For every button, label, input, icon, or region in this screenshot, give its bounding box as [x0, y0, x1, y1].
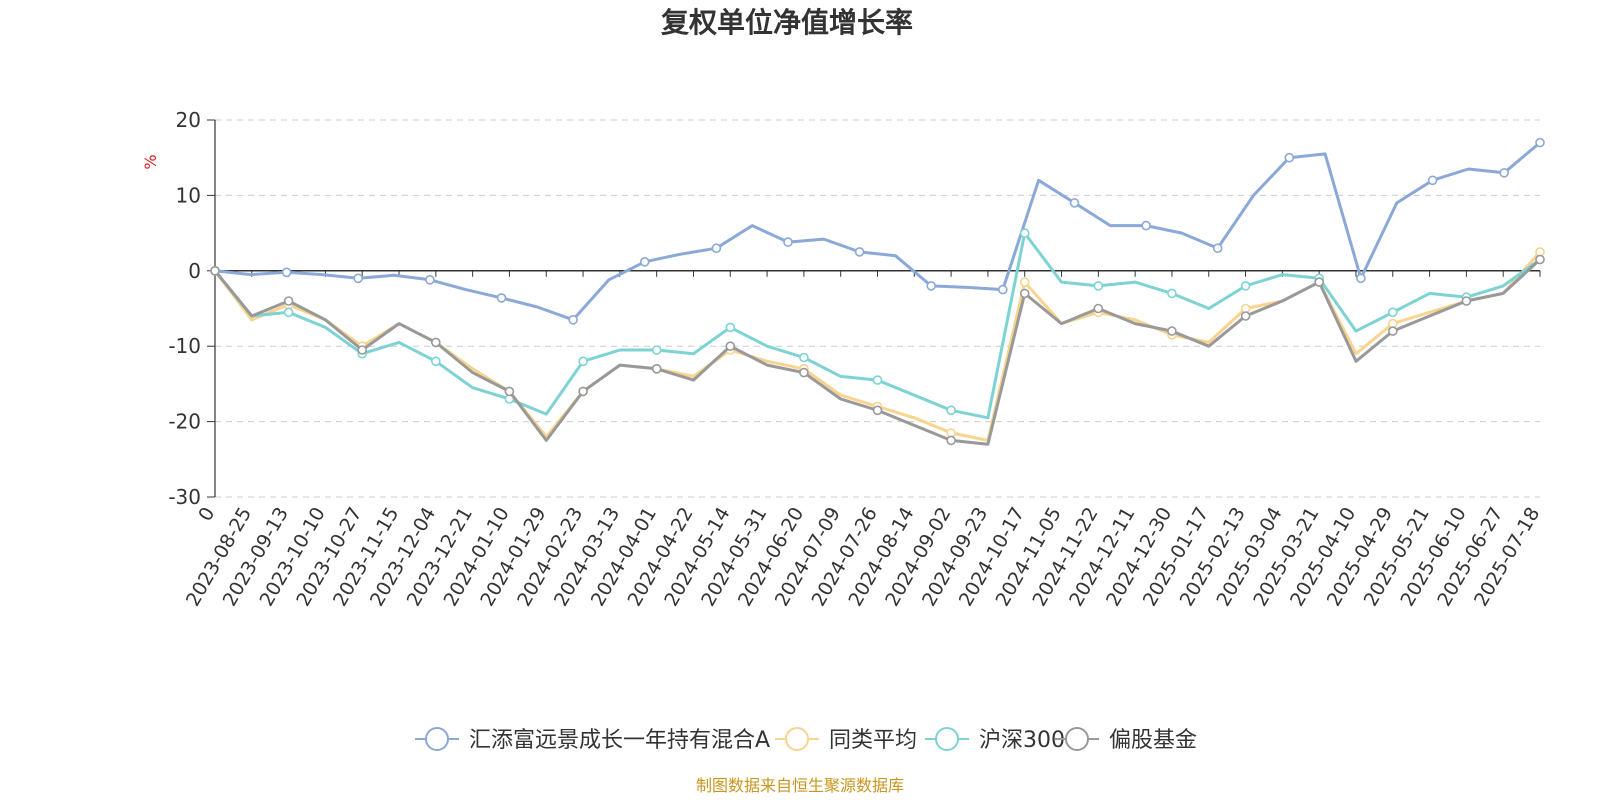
y-axis: -30 -20 -10 0 10 20 — [168, 108, 216, 509]
data-point — [283, 296, 294, 306]
data-point — [651, 345, 662, 355]
y-tick-label: -20 — [168, 410, 201, 434]
data-point — [357, 345, 368, 355]
data-point — [578, 356, 588, 367]
data-point — [1240, 281, 1251, 291]
data-point — [1167, 326, 1177, 336]
y-tick-label: -10 — [168, 334, 201, 358]
data-point — [1535, 254, 1545, 265]
y-tick-label: 10 — [176, 183, 201, 207]
data-point — [1019, 288, 1030, 299]
data-point — [353, 273, 364, 284]
data-point — [725, 322, 736, 333]
data-point — [1069, 198, 1080, 208]
data-point — [1388, 326, 1398, 336]
data-point — [799, 367, 809, 378]
data-point — [946, 435, 956, 446]
data-point — [1427, 175, 1438, 186]
y-tick-label: 20 — [176, 108, 201, 132]
data-point — [1461, 296, 1472, 306]
data-point — [872, 405, 883, 416]
data-point — [1212, 243, 1223, 253]
y-tick-label: 0 — [188, 259, 201, 283]
data-point — [1019, 228, 1030, 238]
data-point — [1240, 311, 1251, 321]
data-point — [1535, 247, 1545, 257]
data-point — [430, 337, 441, 348]
series-line-3 — [213, 258, 1542, 446]
legend-label-0: 汇添富远景成长一年持有混合A — [469, 728, 770, 753]
data-point — [926, 281, 937, 291]
data-point — [639, 256, 650, 267]
data-source-note: 制图数据来自恒生聚源数据库 — [696, 776, 904, 795]
y-axis-unit: % — [141, 154, 160, 169]
data-point — [430, 356, 441, 367]
legend-marker-2 — [935, 727, 959, 751]
legend-label-2: 沪深300 — [979, 728, 1065, 753]
data-point — [711, 243, 722, 253]
data-point — [872, 375, 883, 385]
y-tick-label: -30 — [168, 485, 201, 509]
data-point — [496, 293, 507, 303]
data-point — [1093, 281, 1104, 291]
data-point — [1535, 137, 1545, 148]
data-point — [504, 386, 515, 397]
data-point — [725, 341, 736, 352]
data-point — [1141, 220, 1151, 231]
data-point — [1093, 303, 1104, 314]
series-lines — [210, 137, 1545, 446]
legend-marker-3 — [1065, 727, 1089, 751]
legend-label-1: 同类平均 — [829, 728, 917, 753]
series-line-0 — [214, 141, 1541, 322]
data-point — [1019, 277, 1030, 287]
data-point — [651, 363, 662, 374]
data-point — [854, 247, 865, 257]
data-point — [1314, 277, 1324, 287]
data-point — [1499, 168, 1509, 178]
legend-marker-0 — [425, 727, 449, 751]
data-point — [281, 267, 292, 278]
data-point — [946, 405, 956, 416]
x-tick-label: 0 — [194, 504, 219, 525]
data-point — [283, 307, 294, 318]
data-point — [1388, 307, 1398, 318]
data-point — [210, 265, 220, 276]
data-point — [1284, 152, 1295, 163]
data-point — [578, 386, 588, 397]
data-point — [568, 314, 578, 325]
data-point — [1167, 288, 1177, 299]
legend-label-3: 偏股基金 — [1109, 728, 1197, 753]
data-point — [997, 284, 1008, 295]
data-point — [799, 352, 809, 363]
data-point — [783, 237, 793, 247]
legend: 汇添富远景成长一年持有混合A 同类平均 沪深300 偏股基金 — [415, 727, 1197, 753]
chart-title: 复权单位净值增长率 — [661, 6, 913, 39]
data-point — [1356, 273, 1366, 284]
data-point — [425, 274, 435, 285]
legend-marker-1 — [785, 727, 809, 751]
